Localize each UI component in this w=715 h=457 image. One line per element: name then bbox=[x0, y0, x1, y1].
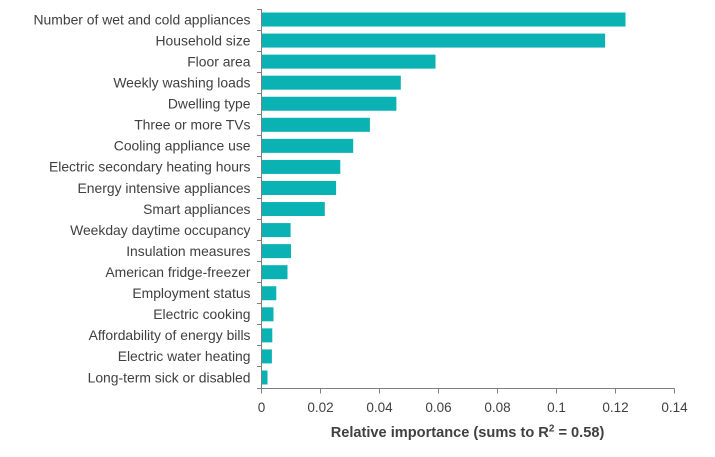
svg-text:Long-term sick or disabled: Long-term sick or disabled bbox=[88, 369, 251, 385]
svg-text:0: 0 bbox=[258, 400, 266, 415]
svg-text:Weekday daytime occupancy: Weekday daytime occupancy bbox=[70, 222, 250, 238]
svg-text:0.12: 0.12 bbox=[602, 400, 628, 415]
svg-text:Electric cooking: Electric cooking bbox=[153, 306, 250, 322]
svg-text:Relative importance (sums to R: Relative importance (sums to R2 = 0.58) bbox=[331, 424, 605, 442]
svg-text:0.08: 0.08 bbox=[484, 400, 510, 415]
svg-text:Affordability of energy bills: Affordability of energy bills bbox=[89, 327, 251, 343]
svg-text:0.1: 0.1 bbox=[547, 400, 566, 415]
svg-text:0.06: 0.06 bbox=[425, 400, 451, 415]
svg-text:0.02: 0.02 bbox=[307, 400, 333, 415]
svg-text:Dwelling type: Dwelling type bbox=[168, 96, 251, 112]
svg-text:Employment status: Employment status bbox=[132, 285, 250, 301]
svg-text:Weekly washing loads: Weekly washing loads bbox=[113, 74, 250, 90]
svg-text:Energy intensive appliances: Energy intensive appliances bbox=[78, 180, 251, 196]
svg-text:Insulation measures: Insulation measures bbox=[126, 243, 250, 259]
svg-text:Electric water heating: Electric water heating bbox=[118, 348, 251, 364]
svg-text:Number of wet and cold applian: Number of wet and cold appliances bbox=[34, 11, 251, 27]
svg-text:American fridge-freezer: American fridge-freezer bbox=[105, 264, 251, 280]
svg-text:0.14: 0.14 bbox=[661, 400, 688, 415]
svg-text:Three or more TVs: Three or more TVs bbox=[134, 117, 250, 133]
svg-text:Floor area: Floor area bbox=[187, 53, 251, 69]
svg-text:Household size: Household size bbox=[156, 32, 251, 48]
svg-text:Cooling appliance use: Cooling appliance use bbox=[114, 138, 251, 154]
svg-text:Smart appliances: Smart appliances bbox=[143, 201, 250, 217]
svg-text:0.04: 0.04 bbox=[366, 400, 393, 415]
svg-text:Electric secondary heating hou: Electric secondary heating hours bbox=[49, 159, 251, 175]
